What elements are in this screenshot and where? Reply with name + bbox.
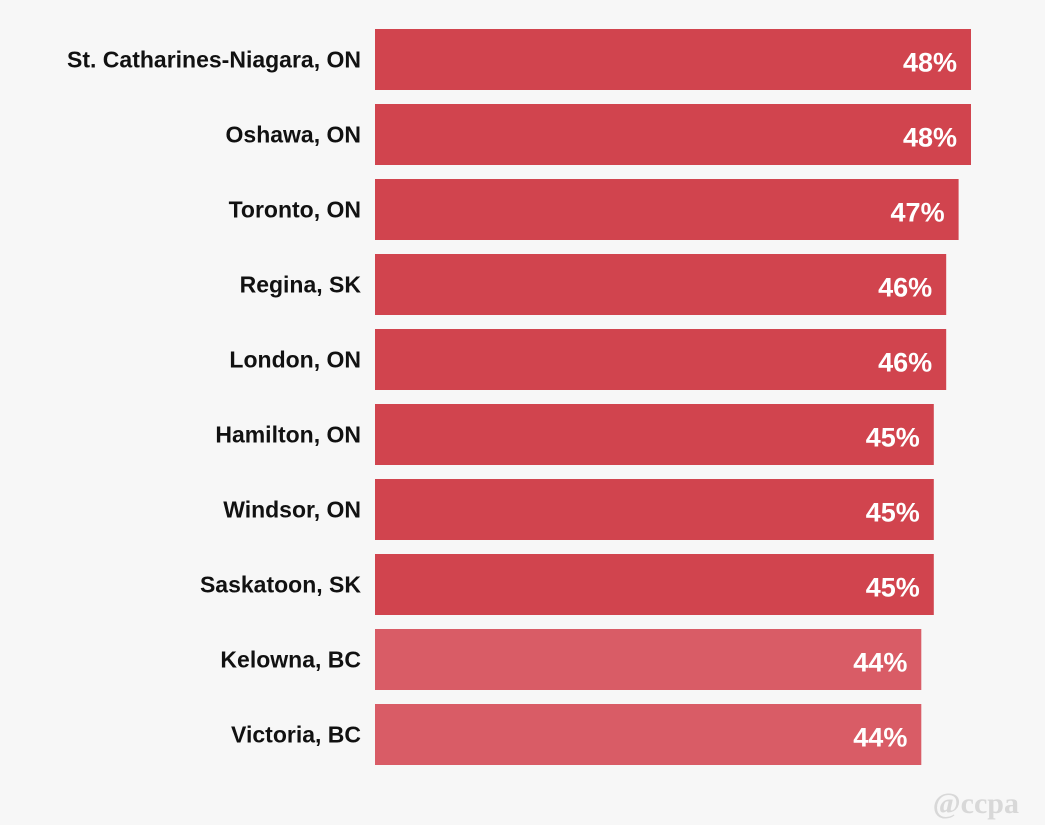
bar-row: Toronto, ON 47% (229, 179, 959, 240)
bar (375, 254, 947, 315)
bar (375, 629, 922, 690)
category-label: London, ON (229, 347, 361, 373)
value-label: 46% (878, 273, 932, 303)
ccpa-watermark: @ccpa (932, 787, 1019, 820)
category-label: Victoria, BC (231, 722, 361, 748)
value-label: 44% (853, 723, 907, 753)
category-label: Windsor, ON (223, 497, 361, 523)
bar (375, 29, 971, 90)
category-label: Saskatoon, SK (200, 572, 361, 598)
value-label: 48% (903, 123, 957, 153)
category-label: Oshawa, ON (226, 122, 361, 148)
value-label: 45% (866, 423, 920, 453)
bar (375, 329, 947, 390)
bar (375, 179, 959, 240)
bar (375, 404, 934, 465)
bar-row: Kelowna, BC 44% (220, 629, 922, 690)
bar (375, 479, 934, 540)
bar (375, 104, 971, 165)
bar-row: London, ON 46% (229, 329, 947, 390)
bar (375, 554, 934, 615)
bar-row: Windsor, ON 45% (223, 479, 934, 540)
value-label: 45% (866, 573, 920, 603)
value-label: 46% (878, 348, 932, 378)
category-label: Hamilton, ON (215, 422, 361, 448)
value-label: 47% (891, 198, 945, 228)
value-label: 48% (903, 48, 957, 78)
bar-row: Victoria, BC 44% (231, 704, 922, 765)
category-label: Regina, SK (240, 272, 362, 298)
category-label: Kelowna, BC (220, 647, 361, 673)
category-label: Toronto, ON (229, 197, 361, 223)
bar-row: Regina, SK 46% (240, 254, 947, 315)
bar-row: St. Catharines-Niagara, ON 48% (67, 29, 971, 90)
bar-row: Oshawa, ON 48% (226, 104, 971, 165)
bar-row: Saskatoon, SK 45% (200, 554, 934, 615)
bar (375, 704, 922, 765)
category-label: St. Catharines-Niagara, ON (67, 47, 361, 73)
bar-row: Hamilton, ON 45% (215, 404, 934, 465)
value-label: 45% (866, 498, 920, 528)
value-label: 44% (853, 648, 907, 678)
